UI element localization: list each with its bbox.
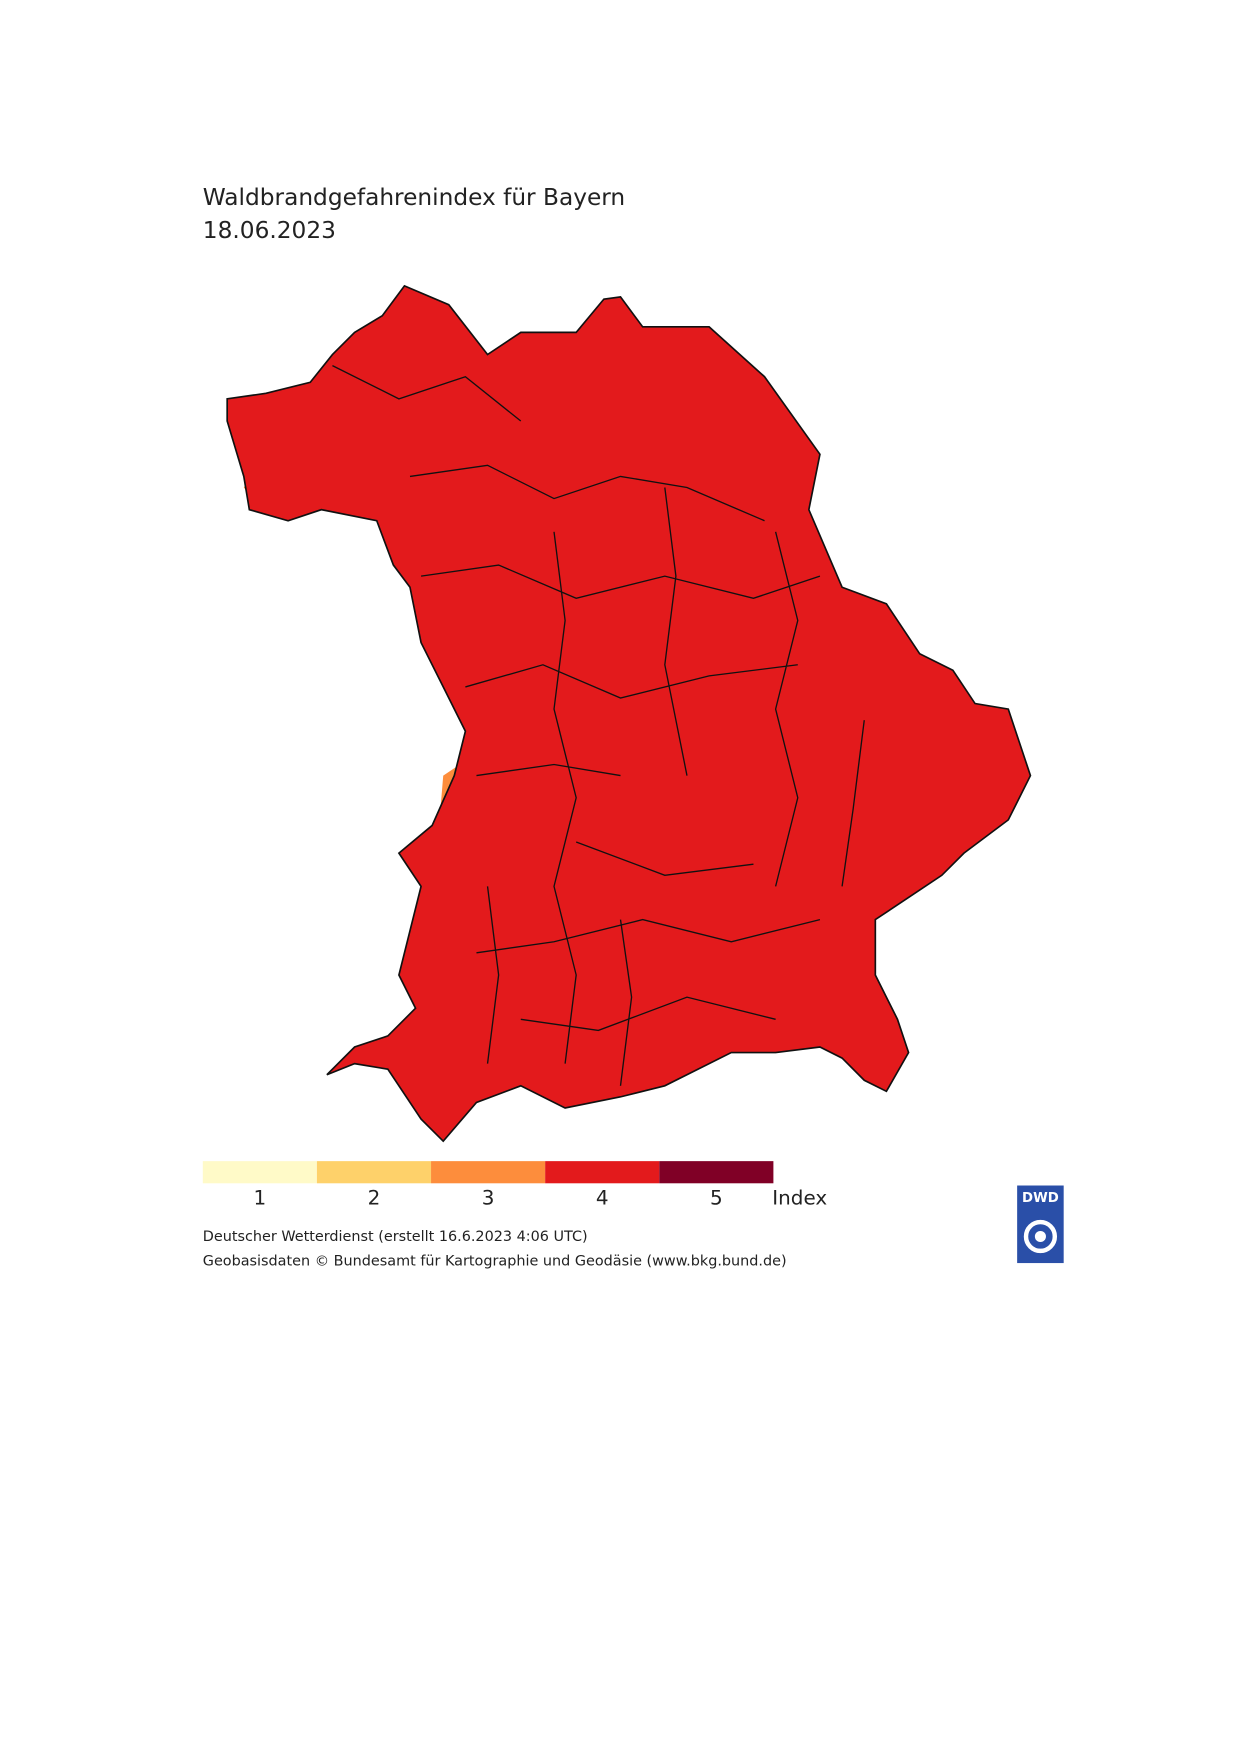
legend-swatch xyxy=(316,1161,432,1184)
logo-swirl-core xyxy=(1034,1230,1046,1243)
title: Waldbrandgefahrenindex für Bayern xyxy=(203,184,625,211)
district-borders xyxy=(332,365,865,1086)
legend-label: 1 xyxy=(254,1185,267,1209)
legend-label: 4 xyxy=(596,1185,609,1209)
legend-label: 3 xyxy=(482,1185,495,1209)
legend-swatch xyxy=(545,1161,660,1184)
source: Deutscher Wetterdienst (erstellt 16.6.20… xyxy=(203,1229,588,1245)
legend-label: 2 xyxy=(368,1185,381,1209)
legend: 1 2 3 4 5 xyxy=(202,1161,774,1209)
credit: Geobasisdaten © Bundesamt für Kartograph… xyxy=(203,1253,787,1269)
legend-label: 5 xyxy=(710,1185,723,1209)
legend-unit: Index xyxy=(772,1185,827,1209)
legend-swatch xyxy=(431,1161,546,1184)
logo-text: DWD xyxy=(1022,1191,1059,1206)
date: 18.06.2023 xyxy=(203,217,336,244)
logo-swirl xyxy=(1023,1219,1058,1254)
dwd-logo: DWD xyxy=(1017,1185,1064,1264)
legend-swatch xyxy=(202,1161,317,1184)
legend-swatch xyxy=(659,1161,774,1184)
map xyxy=(226,285,1032,1143)
border xyxy=(226,285,1032,1143)
